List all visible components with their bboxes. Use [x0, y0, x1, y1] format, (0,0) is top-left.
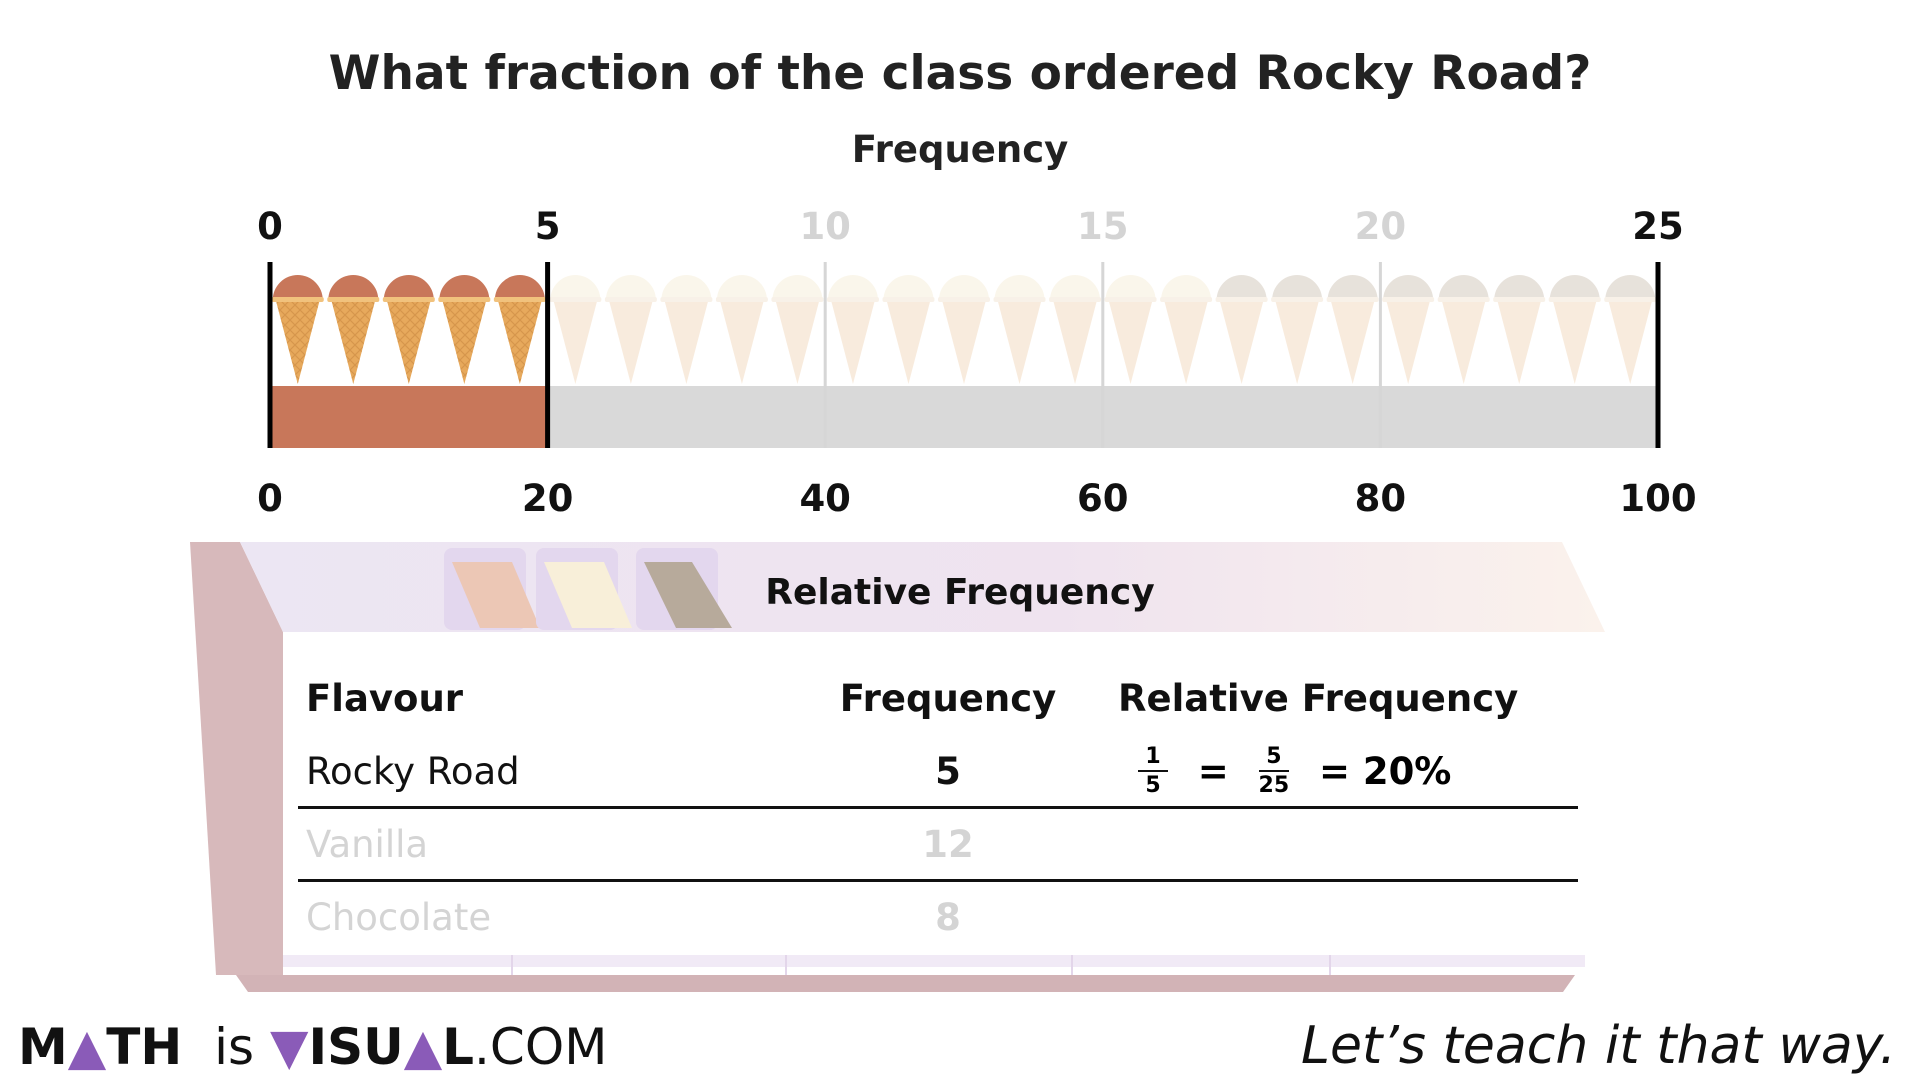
freq-tick-label: 5: [534, 205, 561, 248]
header-frequency: Frequency: [839, 676, 1057, 720]
table-row: Chocolate 8: [298, 881, 1578, 953]
frequency-axis-title: Frequency: [851, 128, 1069, 171]
fraction-numerator: 1: [1145, 743, 1161, 769]
header-relative-frequency: Relative Frequency: [1118, 676, 1519, 720]
percent-tick-label: 60: [1077, 477, 1129, 520]
triangle-a-icon: ▲: [67, 1018, 107, 1076]
freq-tick-label: 20: [1354, 205, 1407, 248]
ice-cream-cone-icon: [549, 275, 602, 384]
brand-l: L: [442, 1018, 475, 1076]
ice-cream-cone-icon: [938, 275, 990, 384]
brand-is: is: [214, 1018, 255, 1076]
freq-tick-label: 10: [799, 205, 851, 248]
ice-cream-cone-icon: [604, 275, 657, 384]
ice-cream-cone-icon: [271, 275, 324, 384]
freq-tick-label: 0: [257, 205, 283, 248]
freq-tick-label: 25: [1632, 205, 1684, 248]
header-flavour: Flavour: [306, 676, 464, 720]
ice-cream-cone-icon: [1160, 275, 1213, 384]
ice-cream-cone-icon: [826, 275, 879, 384]
triangle-a-icon: ▲: [403, 1018, 443, 1076]
bar-rocky-road: [270, 386, 548, 448]
frequency-cell: 5: [798, 736, 1098, 809]
triangle-v-icon: ▼: [270, 1018, 309, 1076]
flavour-cell: Rocky Road: [298, 736, 798, 809]
freq-tick-label: 15: [1077, 205, 1129, 248]
tub-chocolate: [636, 548, 732, 630]
axis-tick-lines: [267, 262, 1661, 448]
fraction-bar: [1258, 770, 1289, 772]
tub-rocky-road: [444, 548, 540, 630]
frequency-cell: 8: [935, 895, 961, 939]
ice-cream-cone-icon: [1049, 275, 1102, 384]
frequency-cell: 12: [798, 807, 1098, 882]
ice-cream-cone-icon: [660, 275, 713, 384]
ice-cream-cone-icon: [1548, 275, 1601, 384]
fraction-denominator: 25: [1258, 773, 1290, 798]
cones-row: [271, 275, 1657, 384]
ice-cream-cone-icon: [382, 275, 435, 384]
percent-result: = 20%: [1318, 749, 1452, 793]
percent-tick-label: 40: [799, 477, 851, 520]
board-title: Relative Frequency: [765, 572, 1155, 613]
ice-cream-cone-icon: [493, 275, 546, 384]
ice-cream-cone-icon: [438, 275, 491, 384]
relative-frequency-cell: [1098, 807, 1578, 882]
ice-cream-cone-icon: [882, 275, 935, 384]
table-row: Rocky Road 5 1 5 = 5 25 = 20%: [298, 736, 1578, 809]
ice-cream-cone-icon: [1326, 275, 1379, 384]
ice-cream-cone-icon: [715, 275, 768, 384]
ice-cream-cone-icon: [327, 275, 380, 384]
tagline: Let’s teach it that way.: [1301, 1016, 1896, 1076]
flavour-cell: Vanilla: [298, 807, 798, 882]
question-title: What fraction of the class ordered Rocky…: [328, 46, 1592, 101]
fraction-denominator: 5: [1145, 773, 1161, 798]
frequency-table: Flavour Frequency Relative Frequency Roc…: [298, 660, 1578, 952]
brand-th: TH: [106, 1018, 183, 1076]
percent-tick-label: 0: [257, 477, 283, 520]
table-header-row: Flavour Frequency Relative Frequency: [298, 660, 1578, 736]
equals-sign: =: [1197, 749, 1229, 793]
ice-cream-cone-icon: [1104, 275, 1157, 384]
ice-cream-cone-icon: [1215, 275, 1268, 384]
relative-frequency-cell: [1098, 881, 1578, 953]
ice-cream-cone-icon: [1604, 275, 1657, 384]
percent-tick-label: 20: [521, 477, 574, 520]
ice-cream-cone-icon: [1493, 275, 1546, 384]
ice-cream-cone-icon: [771, 275, 824, 384]
fraction-numerator: 5: [1266, 743, 1282, 769]
flavour-cell: Chocolate: [306, 895, 492, 939]
fraction-one-fifth: 1 5: [1138, 745, 1168, 797]
percent-tick-label: 80: [1354, 477, 1407, 520]
tub-vanilla: [536, 548, 632, 630]
brand-isu: ISU: [308, 1018, 404, 1076]
brand-logo: M▲TH is ▼ISU▲L.COM: [18, 1018, 607, 1076]
relative-frequency-cell: 1 5 = 5 25 = 20%: [1098, 736, 1578, 809]
ice-cream-cone-icon: [1437, 275, 1490, 384]
fraction-five-25ths: 5 25: [1259, 745, 1290, 797]
fraction-bar: [1138, 770, 1168, 772]
brand-com: .COM: [474, 1018, 608, 1076]
ice-cream-cone-icon: [1271, 275, 1324, 384]
percent-bar: [270, 386, 1658, 448]
brand-m: M: [18, 1018, 68, 1076]
table-row: Vanilla 12: [298, 807, 1578, 882]
percent-tick-label: 100: [1619, 477, 1697, 520]
ice-cream-cone-icon: [1382, 275, 1435, 384]
ice-cream-cone-icon: [993, 275, 1046, 384]
